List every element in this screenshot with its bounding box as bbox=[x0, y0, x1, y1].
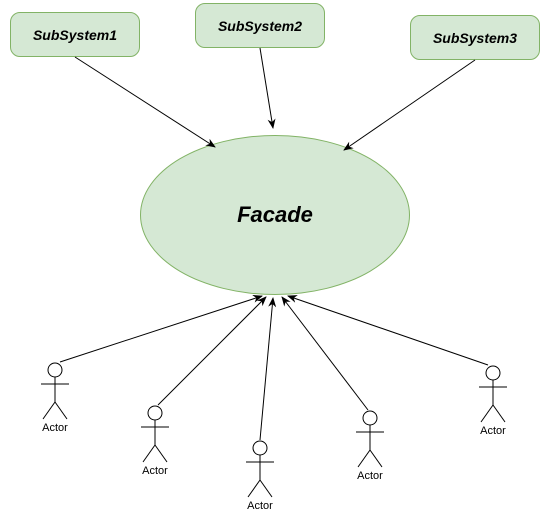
actor: Actor bbox=[140, 405, 170, 477]
node-facade: Facade bbox=[140, 135, 410, 295]
actor-label: Actor bbox=[42, 422, 68, 434]
actor-icon bbox=[40, 362, 70, 420]
actor-icon bbox=[355, 410, 385, 468]
actor: Actor bbox=[355, 410, 385, 482]
actor-icon bbox=[140, 405, 170, 463]
edge bbox=[158, 297, 266, 405]
node-subsystem3: SubSystem3 bbox=[410, 15, 540, 60]
edge bbox=[60, 296, 262, 362]
edge bbox=[288, 296, 488, 365]
edge bbox=[282, 297, 368, 410]
node-label: SubSystem3 bbox=[433, 30, 517, 46]
edge bbox=[75, 57, 215, 147]
node-subsystem2: SubSystem2 bbox=[195, 3, 325, 48]
edge bbox=[260, 48, 273, 128]
actor: Actor bbox=[40, 362, 70, 434]
diagram-canvas: SubSystem1 SubSystem2 SubSystem3 Facade … bbox=[0, 0, 551, 532]
actor-label: Actor bbox=[142, 465, 168, 477]
actor-label: Actor bbox=[480, 425, 506, 437]
node-label: SubSystem2 bbox=[218, 18, 302, 34]
actor-label: Actor bbox=[247, 500, 273, 512]
node-subsystem1: SubSystem1 bbox=[10, 12, 140, 57]
node-label: Facade bbox=[237, 202, 313, 228]
actor: Actor bbox=[478, 365, 508, 437]
edge bbox=[344, 60, 475, 150]
node-label: SubSystem1 bbox=[33, 27, 117, 43]
actor: Actor bbox=[245, 440, 275, 512]
actor-label: Actor bbox=[357, 470, 383, 482]
actor-icon bbox=[245, 440, 275, 498]
edge bbox=[260, 298, 273, 440]
actor-icon bbox=[478, 365, 508, 423]
